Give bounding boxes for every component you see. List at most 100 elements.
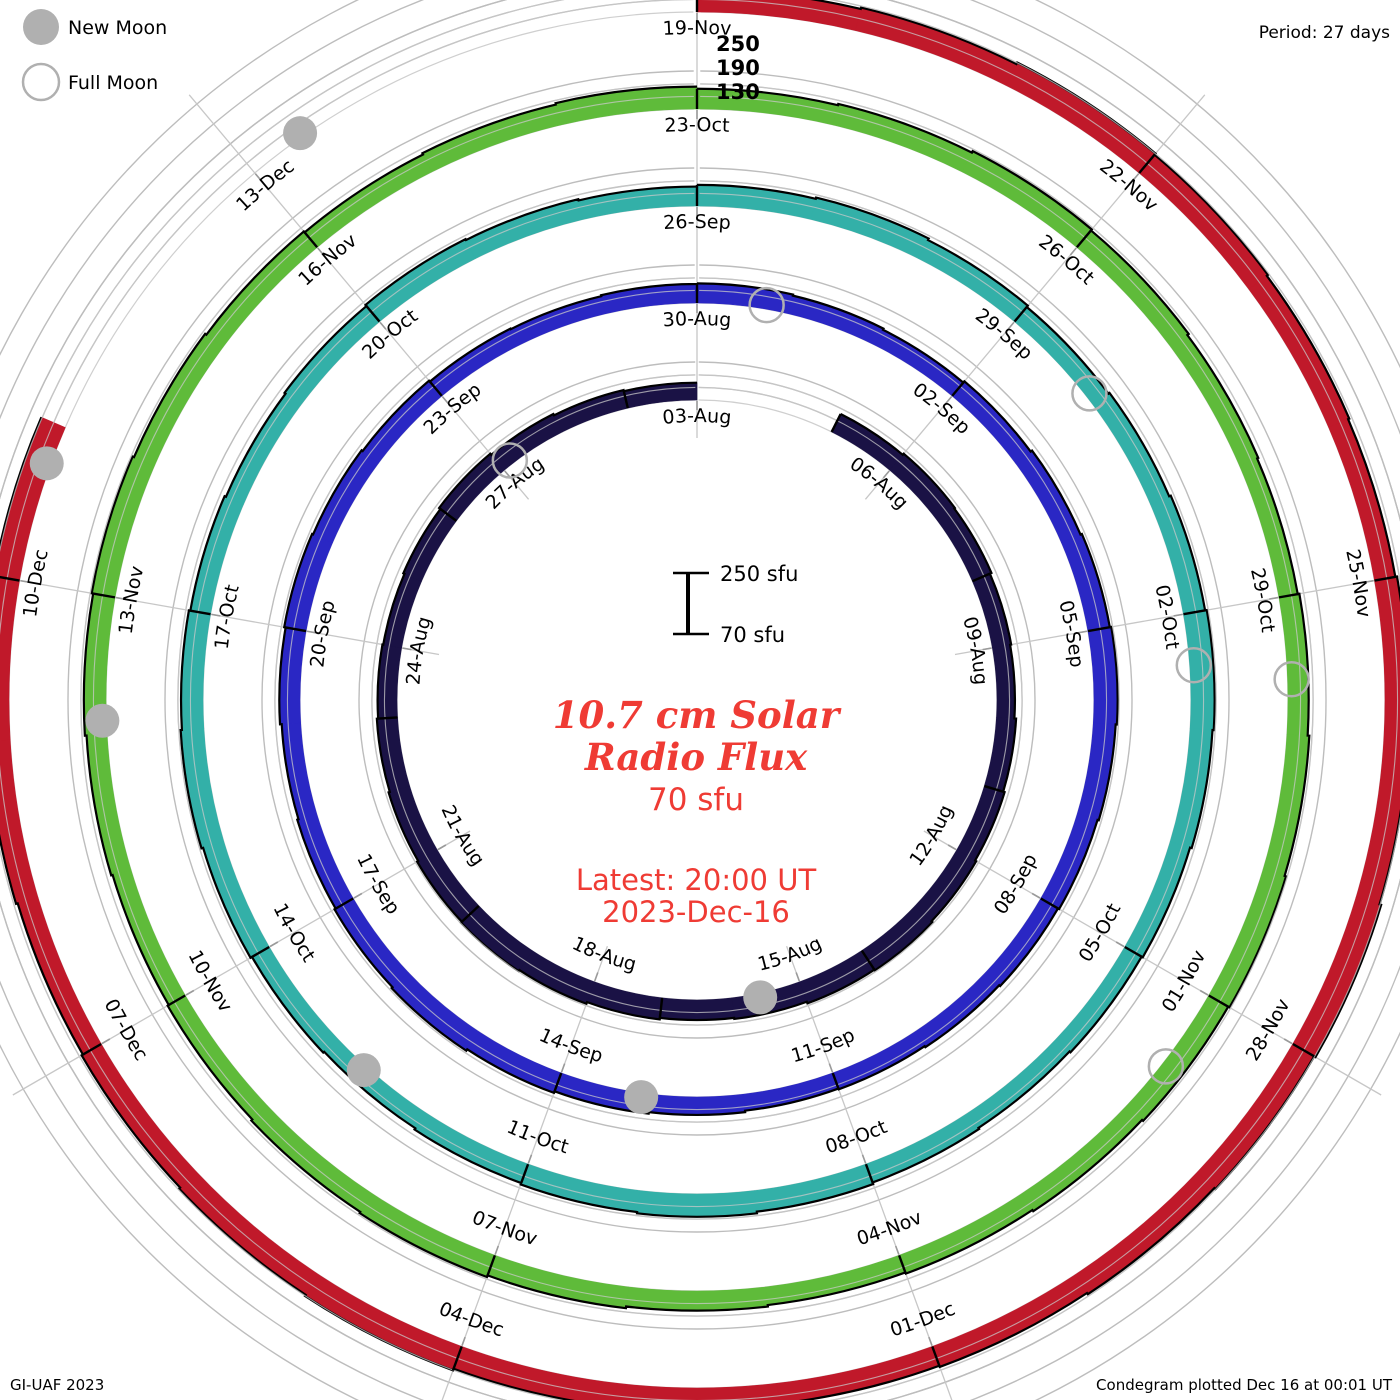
minor-day-tick xyxy=(306,630,317,634)
minor-day-tick xyxy=(1077,630,1088,634)
new-moon-marker xyxy=(29,446,64,481)
ring-date-label: 30-Aug xyxy=(662,308,732,332)
flux-ring-rotation-4 xyxy=(80,83,1314,1317)
flux-envelope xyxy=(278,282,1119,1117)
minor-day-tick xyxy=(1199,989,1209,996)
day-tick xyxy=(303,231,319,249)
minor-day-tick xyxy=(353,892,363,899)
legend-full-moon: Full Moon xyxy=(21,62,158,102)
day-tick xyxy=(1208,994,1229,1008)
full-moon-marker xyxy=(1071,375,1108,412)
scale-label-130: 130 xyxy=(716,80,760,104)
day-tick xyxy=(931,1346,941,1367)
minor-day-tick xyxy=(269,941,279,948)
legend-full-moon-label: Full Moon xyxy=(68,72,158,94)
gridline-arc xyxy=(358,361,1036,1039)
day-tick xyxy=(461,904,480,923)
minor-day-tick xyxy=(437,844,447,851)
minor-day-tick xyxy=(795,972,801,982)
scale-bar-bottom-label: 70 sfu xyxy=(720,623,785,647)
gridline-overlay xyxy=(274,277,1120,1123)
day-tick xyxy=(335,897,354,910)
new-moon-marker xyxy=(346,1053,381,1088)
minor-day-tick xyxy=(1269,596,1279,600)
day-tick xyxy=(1013,306,1028,323)
minor-day-tick xyxy=(1069,247,1077,256)
day-tick xyxy=(438,507,458,522)
day-tick xyxy=(951,380,966,397)
full-moon-marker xyxy=(1147,1048,1185,1085)
gridline-arc xyxy=(67,70,1327,1330)
minor-day-tick xyxy=(882,470,890,479)
day-tick xyxy=(658,997,664,1020)
scale-label-250: 250 xyxy=(716,32,760,56)
day-tick xyxy=(1183,608,1207,616)
full-moon-marker xyxy=(1175,647,1213,684)
new-moon-marker xyxy=(624,1080,659,1115)
minor-day-tick xyxy=(1031,892,1041,899)
day-tick xyxy=(1124,945,1143,958)
gridline-overlay xyxy=(92,95,1302,1305)
legend-new-moon: New Moon xyxy=(23,9,167,45)
flux-envelope xyxy=(179,183,1216,1218)
minor-day-tick xyxy=(928,1336,933,1346)
minor-day-tick xyxy=(861,1154,867,1164)
day-tick xyxy=(451,1346,463,1371)
minor-day-tick xyxy=(317,247,325,256)
flux-day-wedge xyxy=(0,576,20,741)
legend-new-moon-label: New Moon xyxy=(68,17,167,39)
day-tick xyxy=(82,1042,102,1056)
minor-day-tick xyxy=(254,173,262,182)
minor-day-tick xyxy=(1173,613,1183,617)
flux-envelope xyxy=(82,85,1311,1312)
day-tick xyxy=(0,575,20,582)
new-moon-marker xyxy=(85,703,120,738)
day-tick xyxy=(898,1254,907,1273)
gridline-overlay xyxy=(286,289,1108,1111)
flux-day-wedge xyxy=(1374,576,1400,742)
scale-bar: 250 sfu 70 sfu xyxy=(673,562,798,647)
day-tick xyxy=(520,1163,530,1184)
gridline-arc xyxy=(164,167,1230,1233)
minor-day-tick xyxy=(379,321,387,330)
day-tick xyxy=(1138,153,1156,174)
gridline-overlay xyxy=(383,386,1011,1014)
new-moon-icon xyxy=(23,9,59,45)
radial-spoke xyxy=(188,94,530,500)
new-moon-marker xyxy=(743,980,778,1015)
full-moon-marker xyxy=(1273,660,1310,698)
day-tick xyxy=(428,380,443,397)
day-tick xyxy=(830,413,842,433)
day-tick xyxy=(364,304,381,323)
minor-day-tick xyxy=(527,1154,533,1164)
ring-date-label: 03-Aug xyxy=(661,405,732,429)
day-tick xyxy=(1087,625,1112,633)
minor-day-tick xyxy=(101,1038,111,1045)
full-moon-marker xyxy=(748,286,785,324)
minor-day-tick xyxy=(494,1245,500,1255)
day-tick xyxy=(864,1163,875,1185)
minor-day-tick xyxy=(1132,173,1140,182)
flux-ring-rotation-2 xyxy=(274,277,1120,1123)
footer-plot-stamp: Condegram plotted Dec 16 at 00:01 UT xyxy=(1096,1376,1393,1394)
minor-day-tick xyxy=(947,844,957,851)
chart-title-line1: 10.7 cm Solar xyxy=(553,693,842,737)
day-tick xyxy=(1292,1042,1315,1058)
day-tick xyxy=(831,1072,840,1089)
new-moon-marker xyxy=(283,116,318,151)
minor-day-tick xyxy=(894,1245,900,1255)
day-tick xyxy=(1075,229,1092,249)
day-tick xyxy=(552,1072,563,1094)
gridline-overlay xyxy=(80,83,1314,1317)
full-moon-marker xyxy=(491,442,529,479)
latest-date: 2023-Dec-16 xyxy=(602,895,790,929)
day-tick xyxy=(485,1254,496,1278)
day-tick xyxy=(283,626,307,633)
current-value: 70 sfu xyxy=(648,782,744,818)
flux-ring-rotation-3 xyxy=(177,180,1217,1220)
